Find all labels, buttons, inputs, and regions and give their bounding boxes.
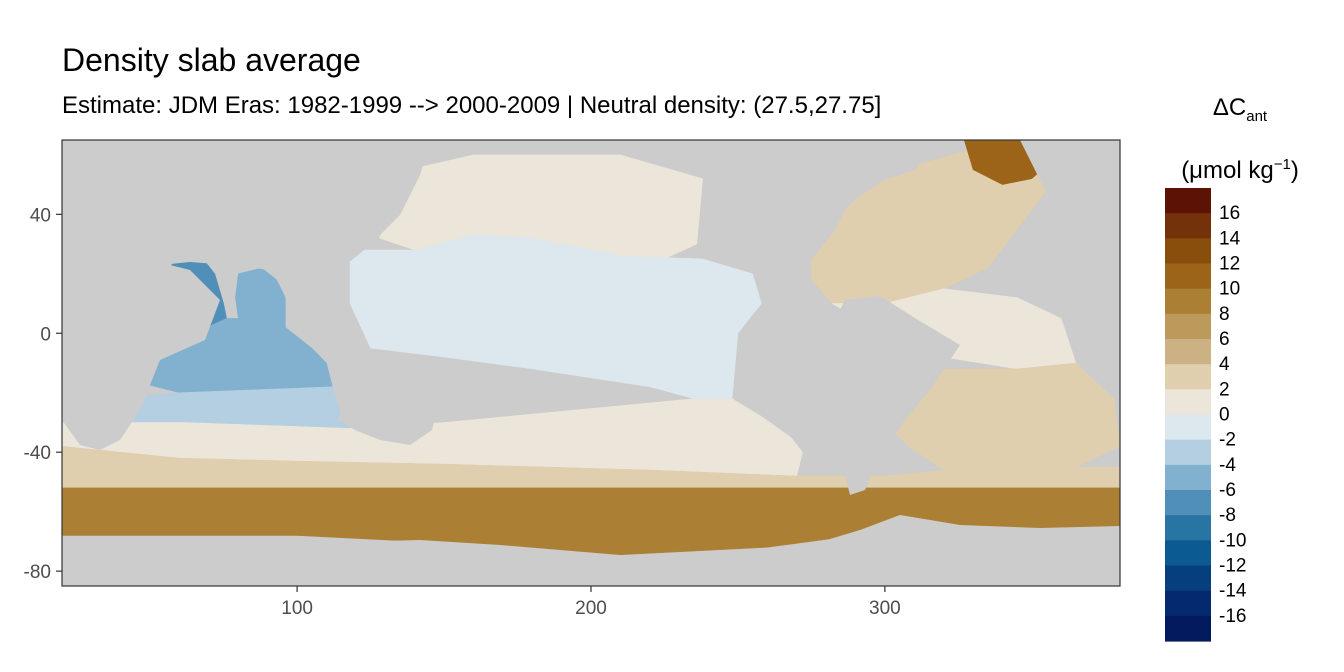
greenland-land: [870, 140, 935, 180]
legend-swatch: [1165, 188, 1211, 214]
legend-label: -12: [1219, 556, 1246, 577]
africa-land: [62, 260, 220, 450]
legend-label: 10: [1219, 279, 1240, 300]
legend-swatch: [1165, 238, 1211, 265]
legend-swatch: [1165, 615, 1211, 642]
continents: [62, 140, 1120, 586]
chart-title: Density slab average: [62, 42, 361, 78]
eurasia-land: [62, 140, 430, 290]
y-axis: 40 0 -40 -80: [24, 205, 62, 583]
legend-label: -6: [1219, 480, 1236, 501]
y-tick-label: -80: [24, 562, 51, 583]
legend-swatch: [1165, 540, 1211, 567]
chart-subtitle: Estimate: JDM Eras: 1982-1999 --> 2000-2…: [62, 92, 882, 119]
legend-label: 2: [1219, 379, 1230, 400]
legend-labels: 16 14 12 10 8 6 4 2 0 -2 -4 -6 -8 -10 -12 -14 -16: [1219, 203, 1247, 627]
legend-swatch: [1165, 263, 1211, 290]
x-tick-label: 200: [575, 598, 607, 619]
legend-swatch: [1165, 439, 1211, 466]
australia-land: [338, 362, 440, 445]
x-tick-label: 100: [281, 598, 313, 619]
europe-land: [1010, 140, 1120, 335]
region-south-atlantic: [884, 362, 1120, 471]
legend-label: 8: [1219, 304, 1230, 325]
legend-swatch: [1165, 389, 1211, 416]
y-tick-label: -40: [24, 443, 51, 464]
legend-label: 6: [1219, 329, 1230, 350]
x-axis: 100 200 300: [281, 586, 901, 619]
legend-label: 12: [1219, 254, 1240, 275]
legend-swatch: [1165, 464, 1211, 491]
legend-title: ΔCant (μmol kg−1): [1160, 84, 1320, 195]
legend-swatch: [1165, 288, 1211, 315]
legend-label: -8: [1219, 505, 1236, 526]
south-america-land: [822, 296, 960, 495]
legend-swatch: [1165, 515, 1211, 541]
legend-swatch: [1165, 490, 1211, 516]
legend-title-sub: ant: [1246, 107, 1268, 125]
y-tick-label: 40: [30, 205, 51, 226]
north-america-land: [720, 140, 870, 290]
legend-label: -16: [1219, 606, 1246, 627]
legend-swatch: [1165, 364, 1211, 390]
legend-colorbar: [1165, 188, 1211, 642]
legend-label: 16: [1219, 203, 1240, 224]
x-tick-label: 300: [869, 598, 901, 619]
legend-label: -10: [1219, 530, 1246, 551]
y-tick-label: 0: [40, 324, 51, 345]
legend-swatch: [1165, 313, 1211, 340]
legend-label: -2: [1219, 430, 1236, 451]
legend-unit-prefix: (μmol kg: [1181, 156, 1274, 184]
legend-label: 0: [1219, 405, 1230, 426]
legend-unit-sup: −1: [1273, 155, 1291, 173]
antarctica-land: [62, 515, 1120, 586]
legend-title-main: ΔC: [1212, 94, 1247, 121]
legend-label: 14: [1219, 228, 1241, 249]
legend-swatch: [1165, 339, 1211, 365]
legend-swatch: [1165, 565, 1211, 592]
legend-label: -4: [1219, 455, 1236, 476]
legend-swatch: [1165, 590, 1211, 617]
legend-unit-suffix: ): [1290, 156, 1299, 184]
region-southern-ocean: [62, 487, 1120, 557]
legend-swatch: [1165, 414, 1211, 441]
legend-swatch: [1165, 213, 1211, 239]
legend-label: -14: [1219, 581, 1247, 602]
legend-label: 4: [1219, 354, 1230, 375]
